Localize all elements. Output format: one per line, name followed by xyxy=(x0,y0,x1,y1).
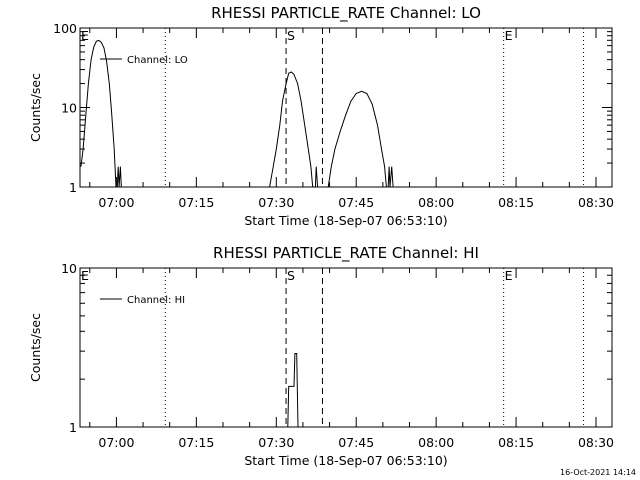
data-line xyxy=(116,166,122,188)
y-tick-label: 100 xyxy=(53,21,77,36)
event-marker-label: S xyxy=(287,28,295,43)
x-tick-label: 08:00 xyxy=(418,195,454,210)
plot-frame xyxy=(79,267,613,428)
data-line xyxy=(80,39,117,188)
panel-2: RHESSI PARTICLE_RATE Channel: HI Counts/s… xyxy=(28,244,614,468)
x-tick-label: 07:15 xyxy=(178,435,214,450)
x-tick-label: 07:00 xyxy=(98,435,134,450)
panel-1: RHESSI PARTICLE_RATE Channel: LO Counts/s… xyxy=(28,4,614,228)
x-tick-label: 08:15 xyxy=(498,435,534,450)
y-axis-label: Counts/sec xyxy=(28,313,43,382)
data-line xyxy=(387,166,394,188)
legend-label: Channel: HI xyxy=(127,295,185,306)
data-line xyxy=(269,71,314,188)
event-marker-label: S xyxy=(287,268,295,283)
x-tick-label: 07:30 xyxy=(258,435,294,450)
x-tick-label: 08:00 xyxy=(418,435,454,450)
plot-title: RHESSI PARTICLE_RATE Channel: LO xyxy=(211,4,481,23)
x-tick-label: 08:30 xyxy=(578,435,614,450)
plot-title: RHESSI PARTICLE_RATE Channel: HI xyxy=(213,244,479,263)
event-marker-label: E xyxy=(505,268,513,283)
x-axis-label: Start Time (18-Sep-07 06:53:10) xyxy=(244,213,447,228)
y-axis-label: Counts/sec xyxy=(28,73,43,142)
data-line xyxy=(314,166,319,188)
footer-timestamp: 16-Oct-2021 14:14 xyxy=(560,468,636,477)
legend-label: Channel: LO xyxy=(127,55,188,66)
x-axis-label: Start Time (18-Sep-07 06:53:10) xyxy=(244,453,447,468)
y-tick-label: 10 xyxy=(61,261,77,276)
y-tick-label: 10 xyxy=(61,101,77,116)
y-tick-label: 1 xyxy=(69,420,77,435)
x-tick-label: 08:30 xyxy=(578,195,614,210)
x-tick-label: 07:15 xyxy=(178,195,214,210)
x-tick-label: 08:15 xyxy=(498,195,534,210)
x-tick-label: 07:45 xyxy=(338,195,374,210)
event-marker-label: E xyxy=(505,28,513,43)
event-marker-label: E xyxy=(81,28,89,43)
x-tick-label: 07:00 xyxy=(98,195,134,210)
y-tick-label: 1 xyxy=(69,180,77,195)
x-tick-label: 07:45 xyxy=(338,435,374,450)
data-line xyxy=(287,353,299,428)
x-tick-label: 07:30 xyxy=(258,195,294,210)
data-line xyxy=(327,90,387,188)
plot-frame xyxy=(79,27,613,188)
event-marker-label: E xyxy=(81,268,89,283)
